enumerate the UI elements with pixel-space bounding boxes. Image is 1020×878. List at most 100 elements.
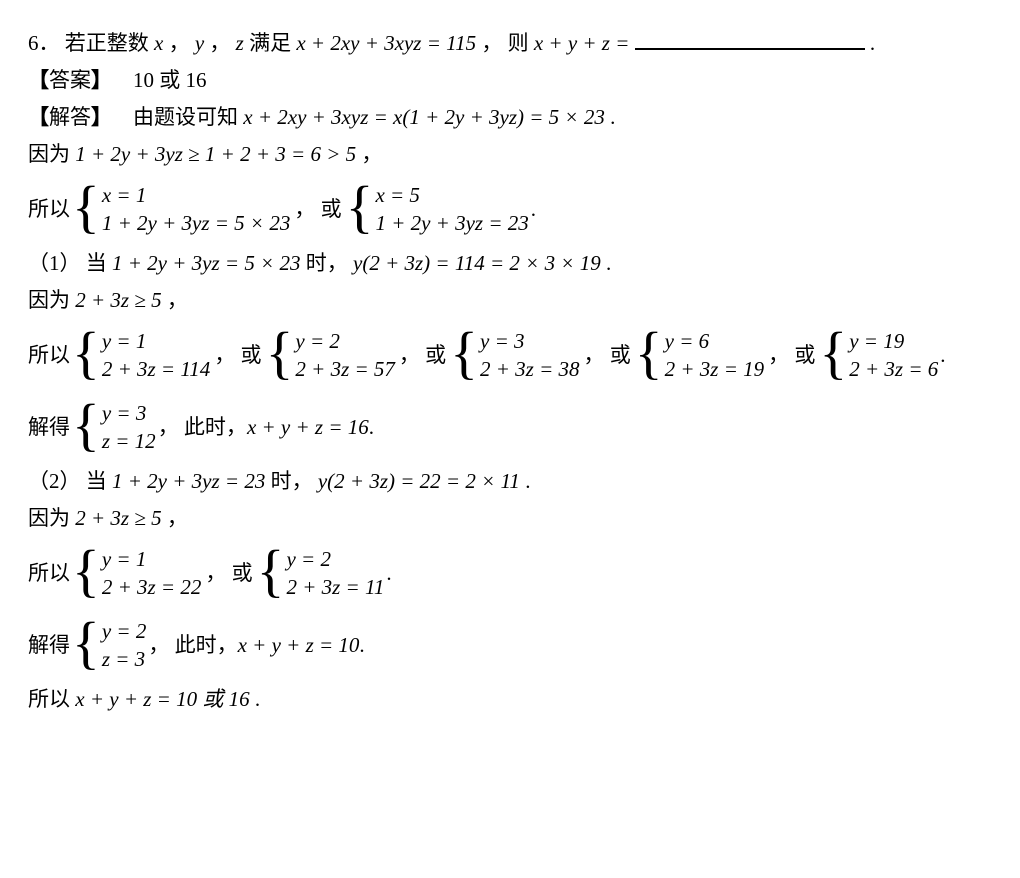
text: ， 或 (768, 345, 815, 366)
brace-icon: { (72, 399, 100, 451)
brace-icon: { (819, 327, 847, 379)
text: ， (361, 142, 382, 166)
eq: 2 + 3z = 38 (480, 355, 580, 383)
text: （1） 当 (28, 251, 112, 275)
solution-label: 解答 (49, 105, 91, 129)
system: { y = 6 2 + 3z = 19 (635, 327, 764, 383)
brace-icon: { (450, 327, 478, 379)
inequality: 1 + 2y + 3yz ≥ 1 + 2 + 3 = 6 > 5 (75, 142, 356, 166)
text: ， (209, 31, 235, 55)
eq: 2 + 3z = 6 (849, 355, 938, 383)
eq: 2 + 3z = 11 (286, 573, 384, 601)
system: { y = 3 2 + 3z = 38 (450, 327, 579, 383)
brace-icon: { (72, 327, 100, 379)
text: 所以 (28, 687, 75, 711)
brace-icon: { (72, 617, 100, 669)
brace-icon: { (266, 327, 294, 379)
text: ， 或 (294, 199, 341, 220)
period: . (369, 417, 374, 438)
eq: y = 19 (849, 327, 938, 355)
brace-icon: { (635, 327, 663, 379)
brace-icon: { (257, 545, 285, 597)
eq: 2 + 3z = 57 (295, 355, 395, 383)
system-1: { x = 1 1 + 2y + 3yz = 5 × 23 (72, 181, 290, 237)
period: . (359, 635, 364, 656)
eq: y = 2 (102, 617, 147, 645)
eq: x = 1 (102, 181, 291, 209)
period: . (610, 105, 615, 129)
conclusion-line: 所以 x + y + z = 10 或 16 . (28, 689, 992, 710)
text: 所以 (28, 563, 70, 584)
eq: y = 3 (102, 399, 156, 427)
text: ， 此时， (148, 635, 237, 656)
answer-line: 【答案】 10 或 16 (28, 70, 992, 91)
system: { y = 2 2 + 3z = 11 (257, 545, 385, 601)
answer-blank (635, 28, 865, 50)
system: { y = 2 2 + 3z = 57 (266, 327, 395, 383)
so-systems-2: 所以 { y = 1 2 + 3z = 114 ， 或 { y = 2 2 + … (28, 327, 992, 383)
answer-label: 答案 (49, 68, 91, 92)
text: 由题设可知 (133, 105, 243, 129)
text: 所以 (28, 345, 70, 366)
final-answer: x + y + z = 10 或 16 (75, 687, 249, 711)
text: 因为 (28, 142, 75, 166)
solved-1: 解得 { y = 3 z = 12 ， 此时， x + y + z = 16 . (28, 399, 992, 455)
text: ， (169, 31, 190, 55)
because-line-3: 因为 2 + 3z ≥ 5 ， (28, 508, 992, 529)
sum-expression: x + y + z = (534, 31, 630, 55)
answer-bracket: 】 (91, 68, 112, 92)
eq: x = 5 (375, 181, 528, 209)
system-2: { x = 5 1 + 2y + 3yz = 23 (346, 181, 529, 237)
document-page: 6． 若正整数 x ， y ， z 满足 x + 2xy + 3xyz = 11… (0, 0, 1020, 878)
result: y(2 + 3z) = 22 = 2 × 11 (318, 469, 520, 493)
eq: 2 + 3z = 114 (102, 355, 210, 383)
answer-value: 10 或 16 (133, 68, 207, 92)
solved-2: 解得 { y = 2 z = 3 ， 此时， x + y + z = 10 . (28, 617, 992, 673)
sum-result: x + y + z = 16 (247, 417, 369, 438)
var-y: y (195, 31, 204, 55)
text: 因为 (28, 506, 75, 530)
period: . (940, 345, 945, 366)
eq: 1 + 2y + 3yz = 5 × 23 (102, 209, 291, 237)
var-z: z (236, 31, 244, 55)
system: { y = 1 2 + 3z = 114 (72, 327, 210, 383)
solution-bracket: 【 (28, 105, 49, 129)
var-x: x (154, 31, 163, 55)
condition: 1 + 2y + 3yz = 5 × 23 (112, 251, 301, 275)
eq: y = 1 (102, 327, 210, 355)
brace-icon: { (72, 545, 100, 597)
system: { y = 19 2 + 3z = 6 (819, 327, 938, 383)
condition: 1 + 2y + 3yz = 23 (112, 469, 265, 493)
system: { y = 2 z = 3 (72, 617, 146, 673)
text: ， 或 (214, 345, 261, 366)
eq: 2 + 3z = 19 (665, 355, 765, 383)
period: . (531, 199, 536, 220)
solution-bracket: 】 (91, 105, 112, 129)
solution-lead: 【解答】 由题设可知 x + 2xy + 3xyz = x(1 + 2y + 3… (28, 107, 992, 128)
text: ， 或 (205, 563, 252, 584)
period: . (386, 563, 391, 584)
brace-icon: { (346, 181, 374, 233)
text: ， 则 (481, 31, 534, 55)
eq: y = 2 (295, 327, 395, 355)
case-2-line: （2） 当 1 + 2y + 3yz = 23 时， y(2 + 3z) = 2… (28, 471, 992, 492)
text: 时， (271, 469, 318, 493)
system: { y = 3 z = 12 (72, 399, 156, 455)
eq: 1 + 2y + 3yz = 23 (375, 209, 528, 237)
because-line-2: 因为 2 + 3z ≥ 5 ， (28, 290, 992, 311)
brace-icon: { (72, 181, 100, 233)
text: ， 或 (399, 345, 446, 366)
text: 所以 (28, 199, 70, 220)
because-line-1: 因为 1 + 2y + 3yz ≥ 1 + 2 + 3 = 6 > 5 ， (28, 144, 992, 165)
question-line: 6． 若正整数 x ， y ， z 满足 x + 2xy + 3xyz = 11… (28, 28, 992, 54)
text: （2） 当 (28, 469, 112, 493)
text: 满足 (249, 31, 296, 55)
inequality: 2 + 3z ≥ 5 (75, 506, 161, 530)
period: . (606, 251, 611, 275)
question-number: 6． (28, 31, 60, 55)
eq: y = 1 (102, 545, 202, 573)
so-systems-3: 所以 { y = 1 2 + 3z = 22 ， 或 { y = 2 2 + 3… (28, 545, 992, 601)
system: { y = 1 2 + 3z = 22 (72, 545, 201, 601)
case-1-line: （1） 当 1 + 2y + 3yz = 5 × 23 时， y(2 + 3z)… (28, 253, 992, 274)
text: ， 或 (584, 345, 631, 366)
